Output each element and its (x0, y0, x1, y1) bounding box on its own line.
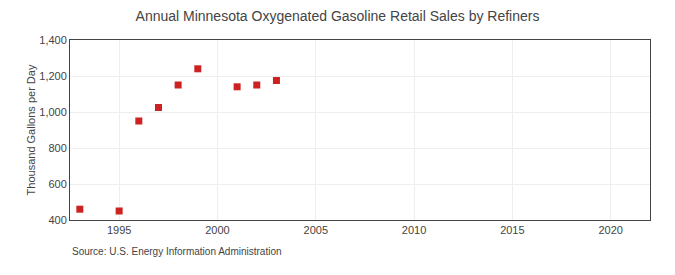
svg-text:2000: 2000 (205, 224, 229, 236)
svg-text:400: 400 (48, 214, 66, 226)
svg-text:1,000: 1,000 (39, 106, 67, 118)
svg-text:Source: U.S. Energy Informatio: Source: U.S. Energy Information Administ… (72, 246, 282, 257)
svg-text:Annual Minnesota Oxygenated Ga: Annual Minnesota Oxygenated Gasoline Ret… (136, 8, 540, 24)
svg-text:1995: 1995 (107, 224, 131, 236)
svg-text:600: 600 (48, 178, 66, 190)
svg-text:2010: 2010 (402, 224, 426, 236)
svg-text:2015: 2015 (500, 224, 524, 236)
svg-text:Thousand Gallons per Day: Thousand Gallons per Day (25, 64, 37, 195)
svg-text:800: 800 (48, 142, 66, 154)
svg-text:1,400: 1,400 (39, 34, 67, 46)
svg-text:2020: 2020 (598, 224, 622, 236)
svg-text:2005: 2005 (304, 224, 328, 236)
svg-text:1,200: 1,200 (39, 70, 67, 82)
